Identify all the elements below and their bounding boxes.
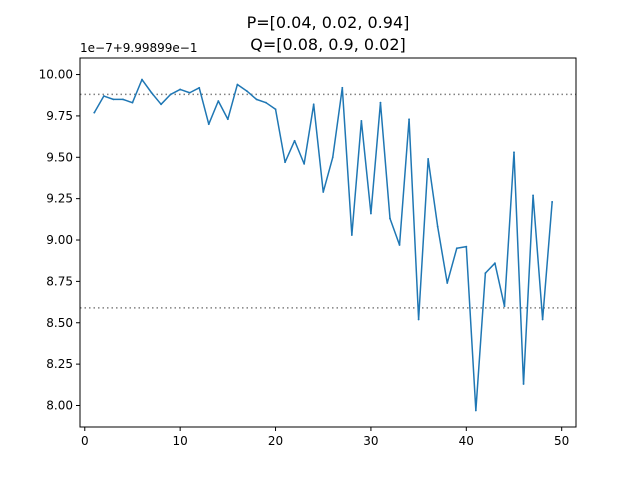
chart-title-line-2: Q=[0.08, 0.9, 0.02] (250, 35, 406, 54)
data-point (389, 217, 391, 220)
data-point (322, 191, 325, 193)
y-tick-label: 9.00 (46, 233, 73, 247)
data-point (169, 93, 172, 96)
data-point (246, 90, 248, 92)
data-point (141, 78, 143, 81)
data-point (274, 108, 277, 111)
data-point (408, 118, 410, 121)
data-point (522, 383, 525, 385)
data-point (379, 101, 382, 104)
data-point (417, 318, 420, 321)
data-point (398, 244, 401, 246)
data-point (484, 272, 487, 275)
plot-area-frame (79, 57, 577, 428)
y-tick-label: 8.00 (46, 398, 73, 412)
data-point (284, 161, 286, 164)
data-point (350, 234, 353, 236)
chart-title-line-1: P=[0.04, 0.02, 0.94] (247, 13, 410, 32)
series-layer (93, 78, 554, 412)
data-point (312, 103, 315, 106)
y-tick-label: 9.50 (46, 150, 73, 164)
y-tick-label: 8.75 (46, 274, 73, 288)
y-tick-label: 9.25 (46, 192, 73, 206)
x-tick-label: 50 (554, 434, 569, 448)
data-point (474, 409, 477, 412)
data-point (255, 98, 258, 101)
data-point (494, 262, 496, 265)
y-tick-label: 10.00 (39, 68, 73, 82)
data-point (436, 225, 439, 228)
data-point (131, 101, 134, 104)
data-point (551, 201, 554, 203)
data-point (303, 163, 306, 165)
data-point (226, 118, 229, 121)
y-tick-label: 8.50 (46, 316, 73, 330)
data-point (532, 194, 534, 197)
x-tick-label: 10 (173, 434, 188, 448)
x-tick-label: 40 (459, 434, 474, 448)
data-point (265, 101, 267, 104)
data-point (198, 86, 201, 89)
x-tick-label: 0 (81, 434, 89, 448)
data-point (150, 91, 153, 94)
y-tick-label: 9.75 (46, 109, 73, 123)
data-point (112, 98, 115, 101)
data-point (503, 305, 506, 308)
data-point (179, 88, 182, 91)
data-point (541, 318, 544, 321)
reference-lines (80, 93, 576, 309)
data-point (370, 212, 372, 215)
y-axis-ticks: 8.00 8.25 8.50 8.75 9.00 9.25 9.50 9.75 10.00 (39, 68, 80, 412)
x-axis-ticks: 0 10 20 30 40 50 (81, 427, 569, 448)
data-point (188, 91, 191, 94)
x-tick-label: 20 (268, 434, 283, 448)
data-point (513, 151, 515, 154)
y-offset-text: 1e−7+9.99899e−1 (80, 41, 197, 55)
x-tick-label: 30 (363, 434, 378, 448)
data-point (122, 98, 124, 101)
data-point (455, 247, 458, 250)
data-point (446, 282, 449, 284)
data-point (331, 156, 334, 159)
y-tick-label: 8.25 (46, 357, 73, 371)
data-point (93, 111, 96, 114)
data-point (102, 95, 105, 97)
data-point (341, 86, 344, 89)
data-point (360, 119, 363, 122)
data-point (207, 123, 210, 126)
data-point (465, 245, 468, 248)
data-point (427, 158, 430, 160)
data-point (236, 83, 239, 86)
data-point (160, 103, 162, 106)
data-point (293, 139, 296, 142)
data-point (217, 100, 220, 102)
